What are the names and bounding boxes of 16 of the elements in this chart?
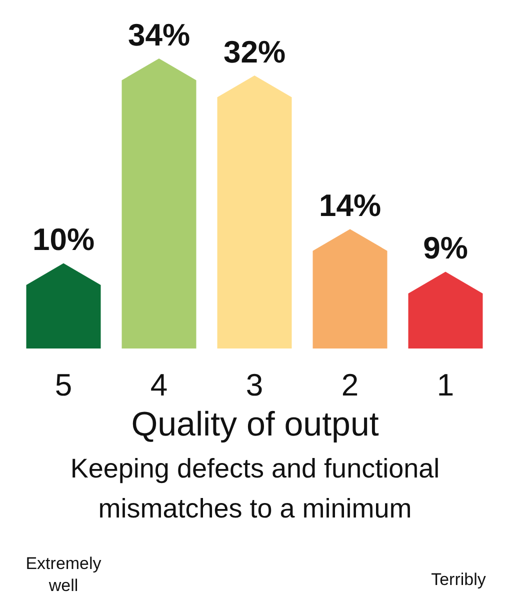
x-tick-label: 2: [341, 368, 359, 402]
text: Keeping defects and functional mismatches to a minimum: [70, 454, 440, 524]
text: Quality of output: [131, 406, 380, 444]
text: Extremely well: [26, 554, 102, 595]
data-label: 14%: [318, 188, 382, 224]
data-label: 32%: [223, 34, 286, 70]
x-tick-label: 1: [436, 368, 454, 402]
x-tick-label: 3: [246, 368, 264, 402]
bar: [217, 76, 292, 348]
text: Terribly: [431, 570, 486, 589]
x-tick-label: 5: [54, 368, 72, 402]
data-label: 34%: [128, 18, 190, 52]
bar: [122, 58, 196, 348]
x-tick-label: 4: [150, 368, 168, 402]
data-label: 10%: [32, 222, 95, 258]
data-label: 9%: [423, 230, 468, 266]
